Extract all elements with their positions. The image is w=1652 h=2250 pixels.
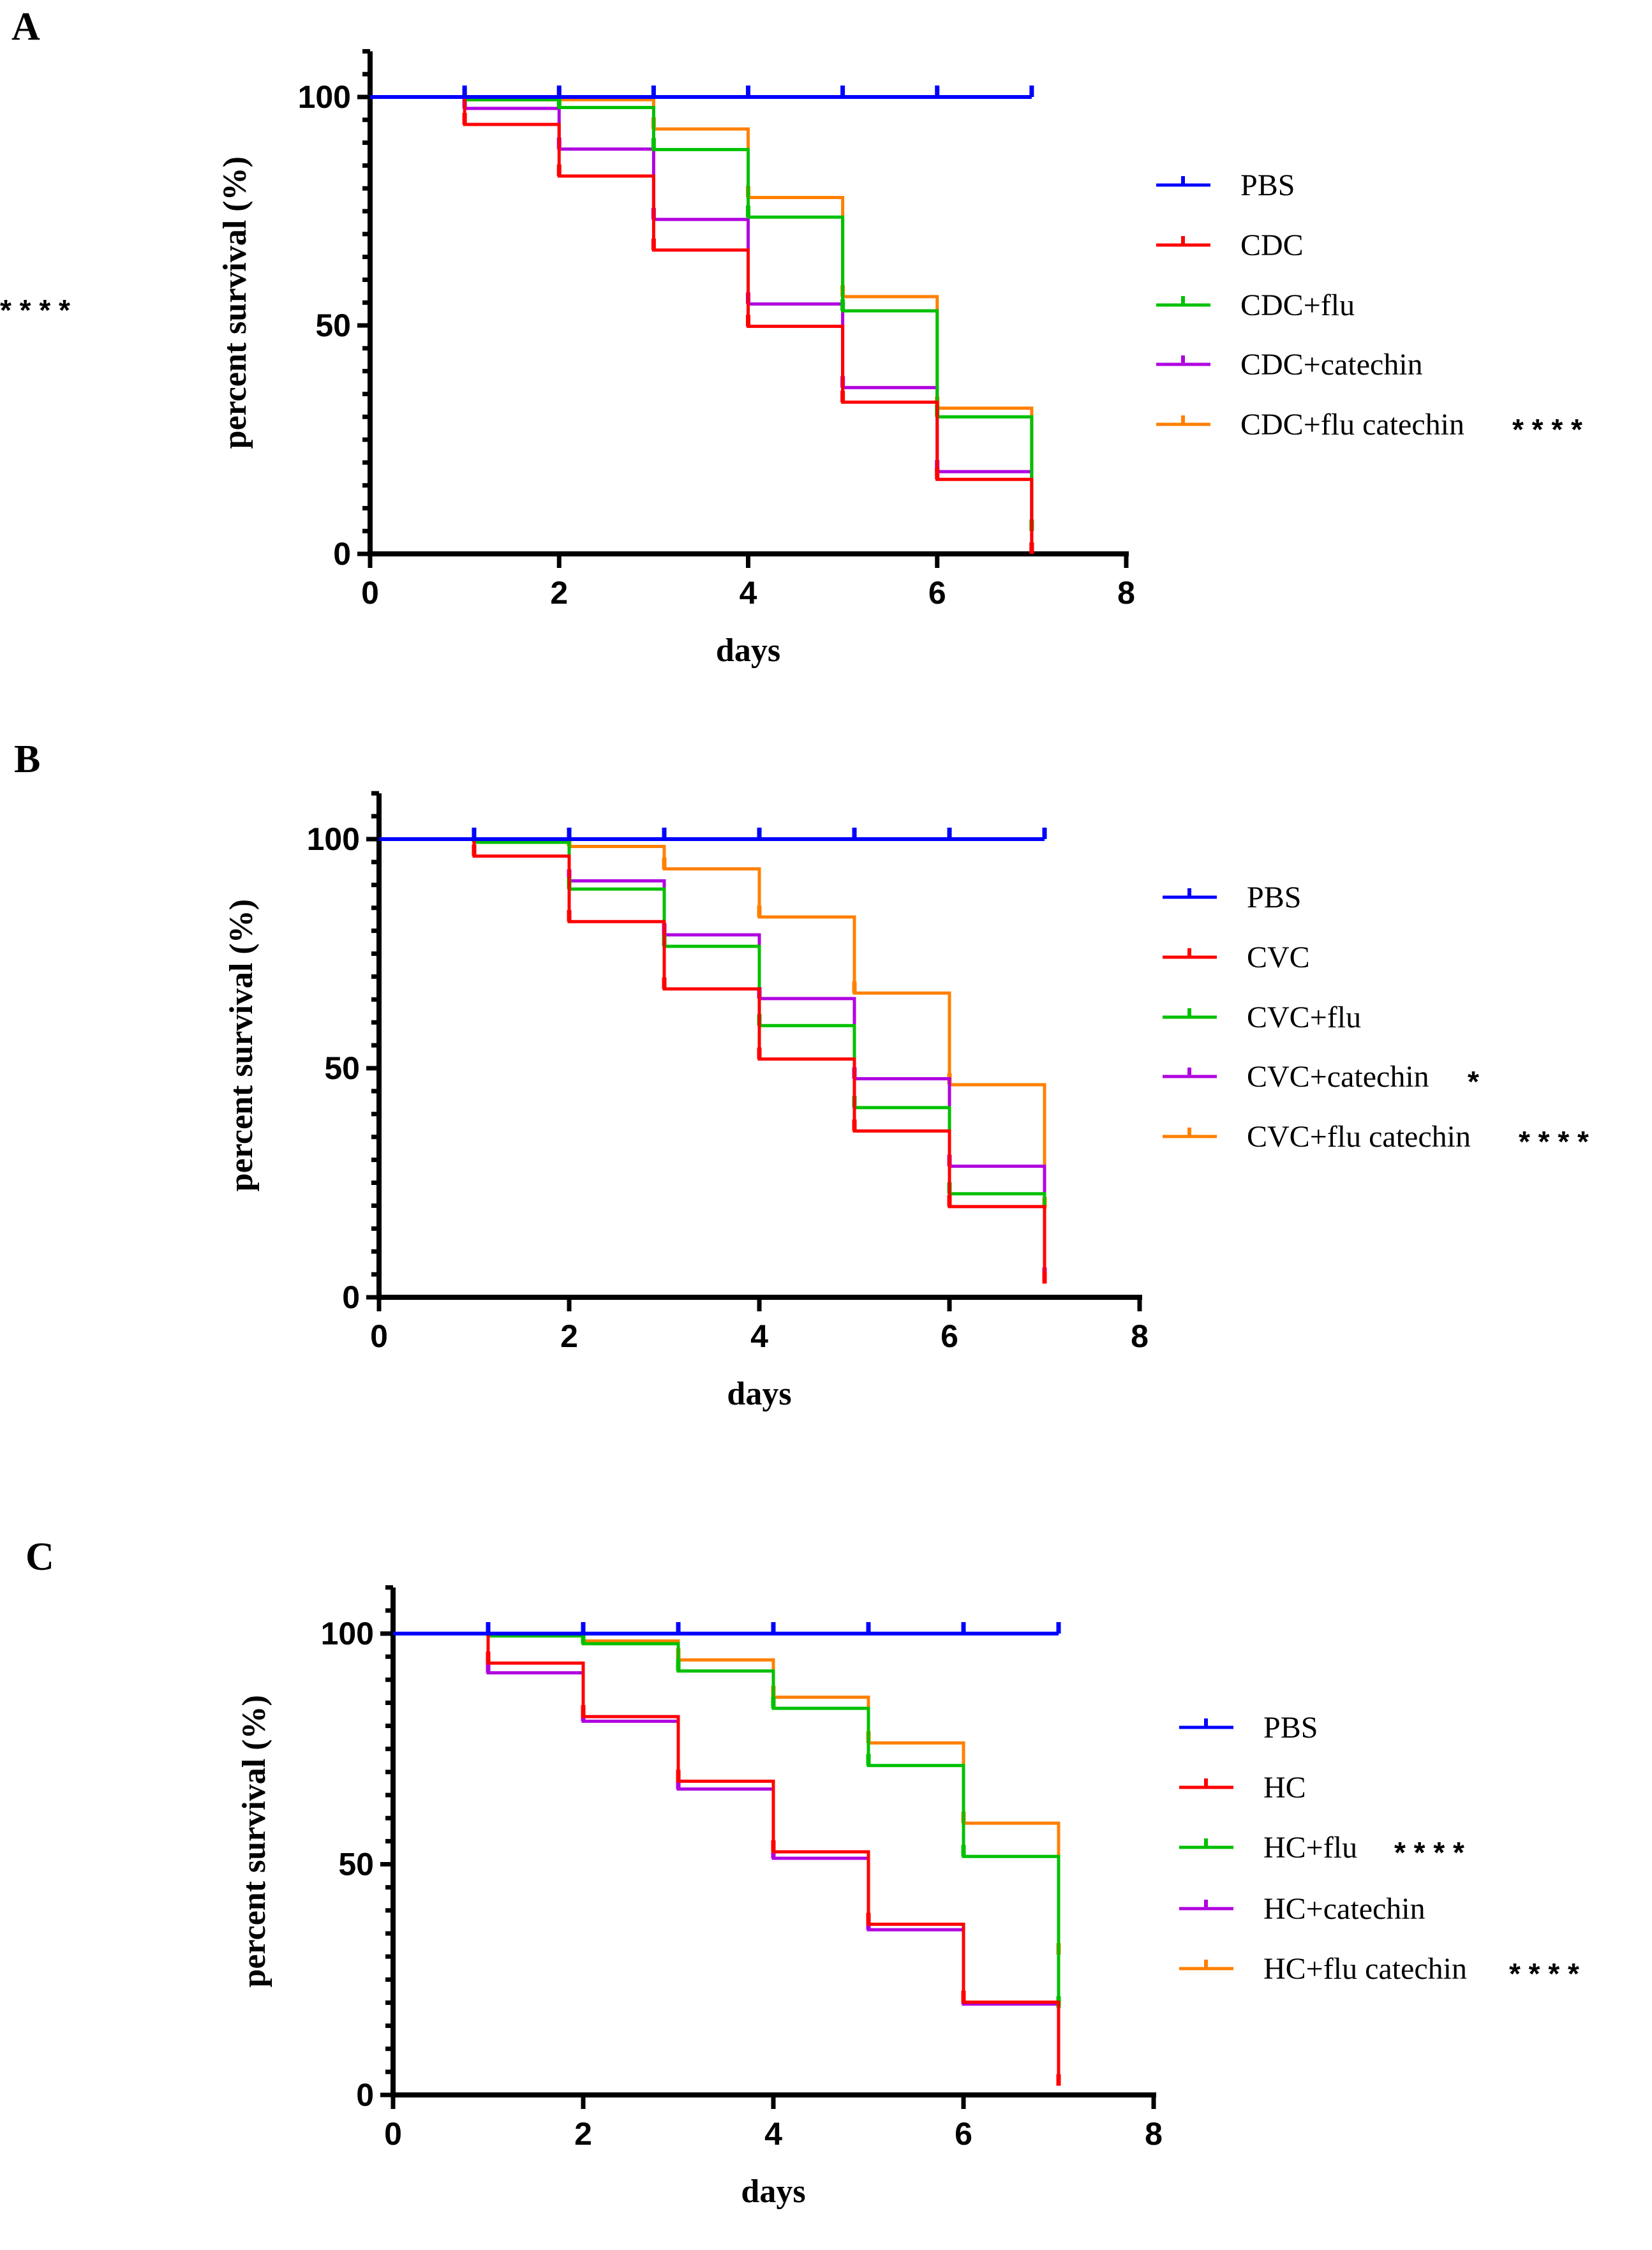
survival-curve xyxy=(393,1632,1060,2086)
legend-item: CDC+catechin xyxy=(1156,348,1423,382)
legend-item: CDC+flu catechin * * * * xyxy=(1156,408,1582,446)
legend-item: CVC xyxy=(1163,941,1310,974)
x-tick-label: 6 xyxy=(928,575,946,611)
x-axis-label: days xyxy=(727,1376,791,1412)
series-cdc xyxy=(370,95,1034,554)
legend-label: CDC xyxy=(1240,228,1304,262)
x-tick-label: 8 xyxy=(1131,1318,1149,1354)
y-tick-label: 50 xyxy=(324,1050,360,1086)
x-tick-label: 6 xyxy=(955,2116,972,2152)
x-tick-label: 2 xyxy=(560,1318,578,1354)
legend-label: HC+flu xyxy=(1263,1831,1357,1865)
y-tick-label: 100 xyxy=(307,821,360,857)
survival-curve xyxy=(379,837,1046,1284)
legend-item: CDC xyxy=(1156,228,1304,262)
legend-label: PBS xyxy=(1247,881,1301,914)
y-axis-label: percent survival (%) xyxy=(217,156,253,449)
legend-item: HC+flu catechin * * * * xyxy=(1179,1952,1579,1990)
legend-item: PBS xyxy=(1163,881,1301,914)
survival-curve xyxy=(370,95,1034,532)
series-pbs xyxy=(393,1622,1061,1635)
y-axis-label: percent survival (%) xyxy=(223,899,260,1191)
series-cdc-catechin xyxy=(370,95,1034,554)
series-pbs xyxy=(370,86,1034,99)
series-cdc-flu xyxy=(370,88,1034,532)
survival-curve xyxy=(393,1632,1060,1955)
significance-stars: * * * * xyxy=(1512,413,1582,446)
series-cvc-flu-catechin xyxy=(379,831,1047,1209)
survival-curve xyxy=(370,95,1034,554)
legend-label: PBS xyxy=(1263,1711,1318,1745)
survival-curve xyxy=(370,95,1034,554)
legend-label: HC+catechin xyxy=(1263,1892,1425,1926)
panel-C: C 0 50 100 0 2 4 6 8 days percent survival (%) PBS H… xyxy=(26,1535,1579,2210)
x-axis-label: days xyxy=(741,2173,805,2210)
legend-item: CVC+flu catechin * * * * xyxy=(1163,1120,1589,1158)
x-tick-label: 0 xyxy=(370,1318,388,1354)
survival-curve xyxy=(393,1632,1060,2086)
survival-curve xyxy=(370,95,1034,532)
series-cvc-catechin xyxy=(379,831,1047,1279)
panel-letter: C xyxy=(26,1535,54,1579)
legend-item: CVC+flu xyxy=(1163,1001,1361,1034)
series-cvc xyxy=(379,837,1047,1284)
legend-label: CDC+flu catechin xyxy=(1240,408,1464,442)
x-tick-label: 2 xyxy=(574,2116,592,2152)
significance-stars: * * * * xyxy=(1519,1125,1589,1158)
x-tick-label: 8 xyxy=(1145,2116,1163,2152)
y-tick-label: 100 xyxy=(298,79,351,115)
series-hc-flu xyxy=(393,1624,1061,2008)
y-tick-label: 50 xyxy=(315,308,351,343)
x-tick-label: 8 xyxy=(1117,575,1135,611)
legend-item: HC+flu * * * * xyxy=(1179,1831,1464,1869)
significance-stars: * xyxy=(1468,1065,1479,1098)
legend-label: HC xyxy=(1263,1771,1306,1805)
significance-stars: * * * * xyxy=(1394,1836,1464,1869)
x-tick-label: 4 xyxy=(740,575,757,611)
y-tick-label: 0 xyxy=(342,1279,360,1315)
legend-label: HC+flu catechin xyxy=(1263,1952,1467,1986)
x-tick-label: 2 xyxy=(550,575,568,611)
legend-label: CVC+flu catechin xyxy=(1247,1120,1471,1154)
x-tick-label: 4 xyxy=(750,1318,768,1354)
y-tick-label: 0 xyxy=(333,536,351,572)
x-tick-label: 0 xyxy=(384,2116,402,2152)
panel-letter: A xyxy=(11,5,40,48)
legend-item: PBS xyxy=(1179,1711,1318,1745)
survival-curve xyxy=(393,1632,1060,2008)
series-cvc-flu xyxy=(379,831,1047,1284)
y-tick-label: 100 xyxy=(321,1616,374,1651)
panel-B: B 0 50 100 0 2 4 6 8 days percent survival (%) PBS C… xyxy=(14,738,1589,1412)
legend-item: HC xyxy=(1179,1771,1306,1805)
x-tick-label: 0 xyxy=(361,575,379,611)
legend-item: CVC+catechin * xyxy=(1163,1060,1479,1098)
panel-A: A 0 50 100 0 2 4 6 8 days percent survival (%) PBS C… xyxy=(0,5,1582,669)
legend-label: CVC xyxy=(1247,941,1310,974)
survival-curve xyxy=(379,837,1046,1209)
y-axis-label: percent survival (%) xyxy=(236,1695,272,1987)
legend-item: CDC+flu * * * * xyxy=(0,288,1355,327)
x-tick-label: 4 xyxy=(764,2116,782,2152)
x-axis-label: days xyxy=(716,632,780,669)
survival-curve xyxy=(379,837,1046,1279)
series-hc-catechin xyxy=(393,1632,1061,2086)
survival-curve xyxy=(379,837,1046,1284)
y-tick-label: 50 xyxy=(338,1847,374,1882)
y-tick-label: 0 xyxy=(356,2077,374,2113)
series-hc xyxy=(393,1632,1061,2086)
legend-item: PBS xyxy=(1156,168,1295,202)
legend-label: CDC+catechin xyxy=(1240,348,1423,382)
legend-label: CDC+flu xyxy=(1240,288,1355,322)
legend-label: CVC+flu xyxy=(1247,1001,1361,1034)
panel-letter: B xyxy=(14,738,40,781)
significance-stars: * * * * xyxy=(1509,1957,1579,1990)
legend-label: PBS xyxy=(1240,168,1295,202)
significance-stars: * * * * xyxy=(0,294,70,327)
legend-item: HC+catechin xyxy=(1179,1892,1425,1926)
series-pbs xyxy=(379,828,1047,841)
legend-label: CVC+catechin xyxy=(1247,1060,1429,1094)
x-tick-label: 6 xyxy=(941,1318,958,1354)
